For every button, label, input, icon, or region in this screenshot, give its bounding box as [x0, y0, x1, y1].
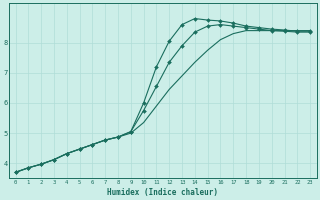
X-axis label: Humidex (Indice chaleur): Humidex (Indice chaleur): [107, 188, 218, 197]
